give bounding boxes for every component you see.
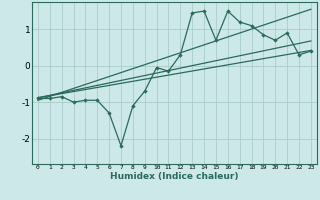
- Point: [178, 53, 183, 56]
- Point: [95, 99, 100, 102]
- Point: [83, 99, 88, 102]
- Point: [166, 70, 171, 73]
- Point: [47, 97, 52, 100]
- Point: [118, 144, 124, 147]
- Point: [296, 53, 301, 56]
- Point: [225, 10, 230, 13]
- Point: [190, 11, 195, 15]
- Point: [261, 33, 266, 36]
- Point: [308, 50, 313, 53]
- Point: [284, 31, 290, 35]
- Point: [154, 66, 159, 69]
- Point: [249, 24, 254, 27]
- Point: [202, 10, 207, 13]
- Point: [213, 39, 219, 42]
- Point: [142, 90, 147, 93]
- Point: [237, 20, 242, 24]
- Point: [273, 39, 278, 42]
- Point: [71, 101, 76, 104]
- Point: [59, 95, 64, 98]
- Point: [36, 97, 41, 100]
- Point: [107, 111, 112, 115]
- Point: [130, 104, 135, 107]
- X-axis label: Humidex (Indice chaleur): Humidex (Indice chaleur): [110, 172, 239, 181]
